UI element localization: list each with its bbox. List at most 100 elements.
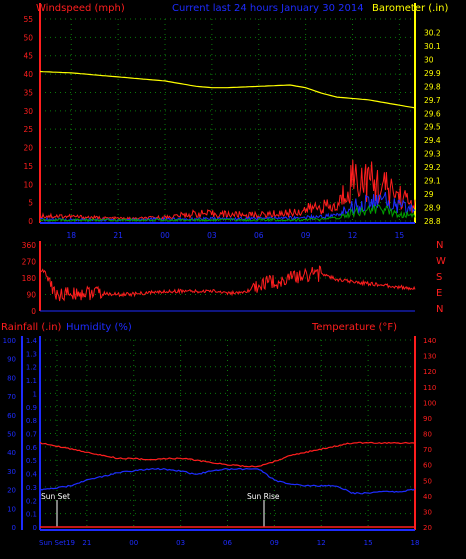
wind-tick-label: 15	[23, 162, 33, 171]
barometer-axis-title: Barometer (.in)	[372, 3, 448, 14]
x-tick-label: 06	[254, 231, 264, 240]
x-tick-label: 03	[176, 539, 185, 547]
temperature-tick-label: 90	[423, 415, 432, 423]
temperature-tick-label: 60	[423, 462, 432, 470]
x-tick-label: 00	[129, 539, 138, 547]
direction-tick-label: 90	[26, 291, 36, 300]
barometer-tick-label: 29.7	[424, 96, 441, 105]
temperature-tick-label: 50	[423, 477, 432, 485]
x-tick-label: 09	[301, 231, 311, 240]
humidity-tick-label: 50	[7, 431, 16, 439]
barometer-tick-label: 30.1	[424, 42, 441, 51]
rain-tick-label: 1.4	[26, 337, 38, 345]
barometer-tick-label: 29.1	[424, 177, 441, 186]
rain-humidity-temperature-panel: 010203040506070809010000.10.20.30.40.50.…	[3, 336, 436, 547]
wind-tick-label: 55	[23, 15, 33, 24]
wind-tick-label: 45	[23, 52, 33, 61]
sunset-label: Sun Set	[41, 492, 70, 501]
rain-tick-label: 0.8	[26, 417, 37, 425]
direction-tick-label: 180	[22, 274, 37, 283]
series-line	[39, 203, 416, 223]
barometer-tick-label: 29.3	[424, 150, 441, 159]
rain-tick-label: 1.1	[26, 377, 37, 385]
x-tick-label: 00	[160, 231, 170, 240]
direction-tick-label: 0	[31, 307, 36, 316]
humidity-tick-label: 90	[7, 356, 16, 364]
x-tick-label: 03	[207, 231, 217, 240]
temperature-tick-label: 140	[423, 337, 436, 345]
humidity-tick-label: 60	[7, 412, 16, 420]
temperature-tick-label: 130	[423, 353, 436, 361]
humidity-tick-label: 0	[12, 524, 16, 532]
compass-label: N	[436, 304, 443, 315]
barometer-tick-label: 28.8	[424, 217, 441, 226]
direction-tick-label: 270	[22, 258, 37, 267]
series-line	[39, 467, 416, 495]
series-line	[39, 265, 416, 302]
x-tick-label: 21	[113, 231, 123, 240]
barometer-tick-label: 28.9	[424, 204, 441, 213]
rain-tick-label: 0.6	[26, 444, 38, 452]
rain-tick-label: 0.2	[26, 497, 37, 505]
rain-tick-label: 0.1	[26, 511, 37, 519]
compass-label: E	[436, 288, 442, 299]
humidity-tick-label: 80	[7, 374, 16, 382]
rain-tick-label: 0.5	[26, 457, 37, 465]
compass-label: N	[436, 240, 443, 251]
barometer-tick-label: 30	[424, 55, 434, 64]
series-line	[39, 70, 416, 109]
humidity-tick-label: 10	[7, 505, 16, 513]
compass-label: S	[436, 272, 442, 283]
rain-tick-label: 0.3	[26, 484, 37, 492]
x-tick-label: 15	[364, 539, 373, 547]
humidity-tick-label: 30	[7, 468, 16, 476]
wind-tick-label: 35	[23, 88, 33, 97]
wind-axis-title: Windspeed (mph)	[36, 3, 125, 14]
temperature-tick-label: 70	[423, 446, 432, 454]
temperature-tick-label: 40	[423, 493, 432, 501]
wind-tick-label: 0	[28, 217, 33, 226]
rain-tick-label: 0.7	[26, 431, 37, 439]
barometer-tick-label: 29.4	[424, 136, 441, 145]
rain-tick-label: 0.9	[26, 404, 37, 412]
wind-tick-label: 25	[23, 125, 33, 134]
series-line	[39, 441, 416, 468]
temperature-tick-label: 80	[423, 431, 432, 439]
wind-tick-label: 5	[28, 199, 33, 208]
humidity-tick-label: 20	[7, 487, 16, 495]
rain-tick-label: 1.2	[26, 364, 37, 372]
x-tick-label: 12	[348, 231, 358, 240]
x-tick-label: 06	[223, 539, 232, 547]
barometer-tick-label: 30.2	[424, 28, 441, 37]
humidity-tick-label: 100	[3, 337, 16, 345]
wind-tick-label: 50	[23, 33, 33, 42]
wind-tick-label: 10	[23, 180, 33, 189]
barometer-tick-label: 29.8	[424, 82, 441, 91]
x-tick-label: 21	[82, 539, 91, 547]
temperature-tick-label: 110	[423, 384, 436, 392]
x-tick-label: 15	[395, 231, 405, 240]
wind-tick-label: 30	[23, 107, 33, 116]
temperature-tick-label: 20	[423, 524, 432, 532]
temperature-tick-label: 30	[423, 508, 432, 516]
chart-title: Current last 24 hours January 30 2014	[172, 3, 364, 14]
humidity-tick-label: 40	[7, 449, 16, 457]
rain-tick-label: 1.3	[26, 350, 37, 358]
humidity-tick-label: 70	[7, 393, 16, 401]
wind-tick-label: 20	[23, 144, 33, 153]
temperature-tick-label: 120	[423, 368, 436, 376]
rain-tick-label: 1	[33, 390, 37, 398]
rain-tick-label: 0	[33, 524, 37, 532]
x-tick-label: Sun Set19	[39, 539, 75, 547]
barometer-tick-label: 29.6	[424, 109, 441, 118]
temperature-axis-title: Temperature (°F)	[311, 322, 397, 333]
compass-label: W	[436, 256, 446, 267]
humidity-axis-title: Humidity (%)	[66, 322, 132, 333]
barometer-tick-label: 29.9	[424, 69, 441, 78]
barometer-tick-label: 29.2	[424, 163, 441, 172]
x-tick-label: 12	[317, 539, 326, 547]
barometer-tick-label: 29	[424, 190, 434, 199]
